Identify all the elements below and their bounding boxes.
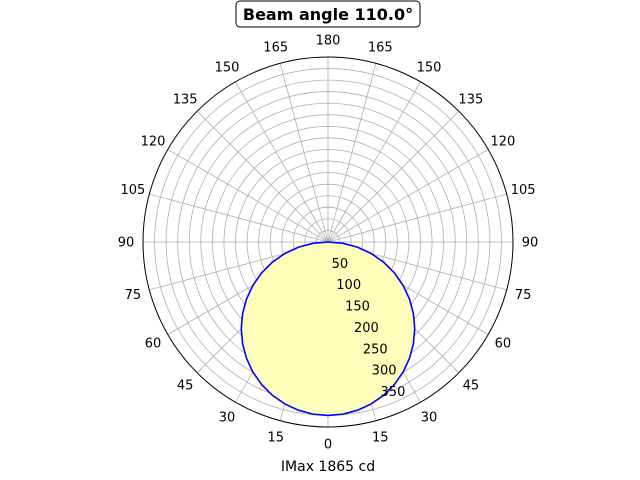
radial-tick-label: 100 — [336, 278, 361, 293]
radial-tick-label: 300 — [372, 364, 397, 379]
angular-gridline — [327, 193, 507, 243]
title-frame — [235, 0, 421, 28]
angle-tick-label: 120 — [141, 135, 166, 150]
angle-tick-label: 120 — [491, 135, 516, 150]
x-axis-label: IMax 1865 cd — [281, 459, 375, 475]
angular-gridline — [196, 110, 329, 243]
angle-tick-label: 165 — [368, 40, 393, 55]
series-fill — [241, 242, 415, 416]
radial-tick-label: 250 — [363, 342, 388, 357]
angular-gridline — [279, 63, 329, 243]
angle-tick-label: 135 — [458, 93, 483, 108]
chart-title: Beam angle 110.0° — [243, 5, 413, 24]
angle-tick-label: 15 — [372, 431, 389, 446]
angle-tick-label: 105 — [511, 183, 536, 198]
title-box: Beam angle 110.0° — [235, 0, 421, 28]
angle-tick-label: 75 — [515, 288, 532, 303]
radial-tick-label: 200 — [354, 321, 379, 336]
angular-gridline — [167, 149, 329, 243]
series-line — [240, 241, 416, 417]
angle-tick-label: 60 — [145, 337, 162, 352]
angle-tick-label: 90 — [522, 236, 539, 251]
radial-tick-label: 150 — [345, 300, 370, 315]
angle-tick-label: 75 — [125, 288, 142, 303]
angular-gridline — [235, 81, 329, 243]
label-layer: 0 15 30 45 60 75 90 105 120 135 150 165 180 165 150 135… — [118, 34, 539, 453]
angular-gridline — [149, 193, 329, 243]
angular-gridline — [327, 110, 460, 243]
angle-tick-label: 30 — [421, 410, 438, 425]
radial-tick-label: 50 — [332, 257, 349, 272]
polar-frame — [142, 56, 514, 428]
angular-gridline — [327, 149, 489, 243]
angle-tick-label: 150 — [215, 61, 240, 76]
series-layer — [240, 241, 416, 417]
angle-tick-label: 90 — [118, 236, 135, 251]
radial-tick-label: 350 — [381, 385, 406, 400]
angular-gridline — [327, 63, 377, 243]
angle-tick-label: 150 — [417, 61, 442, 76]
angular-gridline — [327, 81, 421, 243]
angle-tick-label: 30 — [219, 410, 236, 425]
angle-tick-label: 45 — [177, 378, 194, 393]
angle-tick-label: 180 — [316, 34, 341, 49]
angle-tick-label: 165 — [263, 40, 288, 55]
angle-tick-label: 15 — [267, 431, 284, 446]
angle-tick-label: 105 — [120, 183, 145, 198]
angle-tick-label: 0 — [324, 438, 332, 453]
angle-tick-label: 60 — [495, 337, 512, 352]
angle-tick-label: 45 — [463, 378, 480, 393]
angle-tick-label: 135 — [173, 93, 198, 108]
